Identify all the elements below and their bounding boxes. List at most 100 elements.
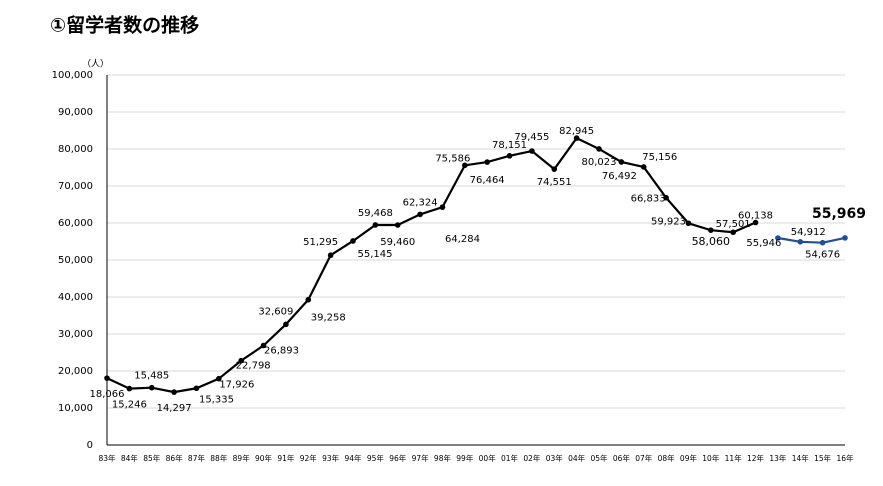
- x-tick-label: 12年: [747, 453, 765, 463]
- x-tick-label: 05年: [590, 453, 608, 463]
- x-tick-label: 93年: [322, 453, 340, 463]
- data-point: [462, 162, 468, 169]
- data-point: [797, 239, 804, 245]
- data-point: [372, 222, 379, 228]
- data-label: 76,464: [470, 175, 505, 186]
- x-tick-label: 10年: [702, 453, 720, 463]
- data-label: 15,246: [112, 400, 147, 411]
- y-tick-label: 100,000: [52, 70, 93, 81]
- data-point: [618, 159, 625, 165]
- data-label: 82,945: [559, 126, 594, 137]
- data-label: 75,586: [435, 153, 470, 164]
- y-tick-label: 40,000: [58, 292, 93, 303]
- data-point: [193, 385, 200, 392]
- data-label: 57,501: [716, 219, 751, 230]
- data-label: 64,284: [445, 234, 480, 245]
- y-tick-label: 0: [87, 440, 93, 451]
- data-label: 26,893: [264, 345, 299, 356]
- x-tick-label: 13年: [769, 453, 787, 463]
- data-point: [640, 164, 647, 170]
- data-label: 79,455: [514, 132, 549, 143]
- data-label: 55,969: [812, 206, 866, 222]
- series-line: [106, 136, 756, 394]
- data-label: 54,676: [805, 250, 840, 261]
- x-tick-label: 94年: [344, 453, 362, 463]
- data-point: [819, 239, 826, 246]
- data-label: 62,324: [403, 197, 438, 208]
- y-tick-label: 20,000: [58, 366, 93, 377]
- data-point: [283, 321, 289, 328]
- x-tick-label: 89年: [233, 453, 251, 463]
- x-tick-label: 07年: [635, 453, 653, 463]
- y-tick-label: 50,000: [58, 255, 93, 266]
- data-label: 59,923: [651, 216, 686, 227]
- data-point: [596, 146, 602, 152]
- data-point: [529, 148, 535, 154]
- data-point: [305, 296, 312, 303]
- x-tick-label: 06年: [613, 453, 631, 463]
- y-tick-label: 30,000: [58, 329, 93, 340]
- data-label: 15,485: [134, 371, 169, 382]
- data-label: 32,609: [258, 306, 293, 317]
- data-point: [730, 229, 736, 236]
- data-point: [484, 159, 490, 165]
- x-tick-label: 87年: [188, 453, 206, 463]
- data-label: 55,946: [746, 238, 781, 249]
- data-label: 55,145: [358, 249, 393, 260]
- data-label: 18,066: [90, 389, 125, 400]
- data-label: 39,258: [311, 313, 346, 324]
- y-tick-label: 90,000: [58, 107, 93, 118]
- x-tick-label: 14年: [792, 453, 810, 463]
- x-tick-label: 83年: [98, 453, 116, 463]
- data-point: [417, 211, 423, 218]
- data-point: [775, 235, 781, 241]
- data-point: [506, 153, 513, 159]
- data-label: 78,151: [492, 140, 527, 151]
- data-label: 76,492: [602, 171, 637, 182]
- data-point: [126, 385, 133, 392]
- data-point: [238, 357, 244, 364]
- x-tick-label: 11年: [725, 453, 743, 463]
- x-tick-label: 01年: [501, 453, 519, 463]
- x-tick-label: 02年: [523, 453, 541, 463]
- data-label: 58,060: [692, 235, 731, 248]
- x-tick-label: 85年: [143, 453, 161, 463]
- data-point: [260, 342, 267, 349]
- data-label: 14,297: [157, 403, 192, 414]
- data-label: 51,295: [303, 237, 338, 248]
- data-point: [350, 238, 356, 244]
- y-tick-label: 80,000: [58, 144, 93, 155]
- x-tick-label: 92年: [300, 453, 318, 463]
- y-tick-label: 70,000: [58, 181, 93, 192]
- data-label: 59,468: [358, 208, 393, 219]
- data-point: [439, 204, 446, 210]
- data-label: 17,926: [219, 380, 254, 391]
- x-tick-label: 00年: [479, 453, 497, 463]
- y-unit: （人）: [82, 59, 109, 70]
- series-line: [777, 236, 846, 244]
- x-tick-label: 03年: [546, 453, 564, 463]
- x-tick-label: 86年: [166, 453, 184, 463]
- x-tick-label: 16年: [836, 453, 854, 463]
- data-point: [752, 219, 759, 226]
- x-tick-label: 04年: [568, 453, 586, 463]
- data-point: [551, 166, 558, 172]
- data-label: 59,460: [380, 237, 415, 248]
- data-label: 22,798: [236, 361, 271, 372]
- x-tick-label: 95年: [367, 453, 385, 463]
- x-tick-label: 97年: [412, 453, 430, 463]
- x-tick-label: 84年: [121, 453, 139, 463]
- data-point: [573, 135, 580, 141]
- x-tick-label: 96年: [389, 453, 407, 463]
- data-label: 54,912: [791, 227, 826, 238]
- x-tick-label: 15年: [814, 453, 832, 463]
- data-point: [327, 252, 334, 259]
- y-tick-label: 60,000: [58, 218, 93, 229]
- x-tick-label: 98年: [434, 453, 452, 463]
- data-point: [104, 375, 110, 381]
- data-point: [216, 375, 222, 382]
- data-label: 80,023: [582, 157, 617, 168]
- data-point: [394, 222, 401, 228]
- x-tick-label: 88年: [210, 453, 228, 463]
